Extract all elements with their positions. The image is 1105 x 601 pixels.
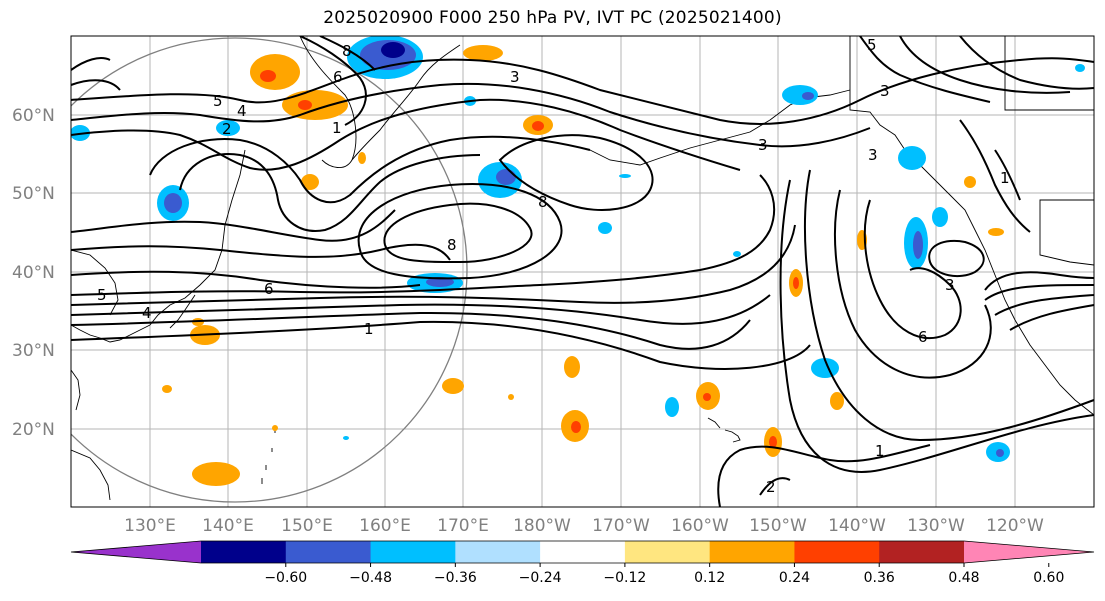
- longitude-labels: 130°E 140°E 150°E 160°E 170°E 180°W 170°…: [124, 516, 1044, 536]
- lon-label: 150°E: [281, 516, 333, 536]
- colorbar-swatch: [879, 541, 965, 563]
- contour-label: 4: [237, 102, 247, 120]
- contour-label: 5: [213, 92, 223, 110]
- range-circle: [71, 37, 468, 503]
- colorbar-tick-label: −0.60: [264, 570, 307, 586]
- lat-label: 60°N: [12, 106, 55, 126]
- contour-label: 6: [333, 68, 343, 86]
- lon-label: 140°E: [202, 516, 254, 536]
- lat-label: 50°N: [12, 184, 55, 204]
- contour-label: 1: [364, 320, 374, 338]
- contour-label: 3: [868, 146, 878, 164]
- contour-label: 1: [332, 119, 342, 137]
- colorbar-swatch: [455, 541, 541, 563]
- contour-label: 5: [97, 286, 107, 304]
- ivt-contours: [71, 36, 1094, 507]
- contour-label: 3: [945, 276, 955, 294]
- contour-label: 6: [918, 328, 928, 346]
- contour-label: 1: [1000, 169, 1010, 187]
- lon-label: 150°W: [749, 516, 807, 536]
- contour-labels: 8 6 5 4 2 1 3 8 8 6 1 3 5 3 1 3 6 3 2 5 …: [97, 36, 1010, 496]
- contour-label: 8: [538, 193, 548, 211]
- colorbar-extension-low: [71, 541, 201, 563]
- colorbar-swatch: [794, 541, 880, 563]
- lon-label: 160°W: [671, 516, 729, 536]
- colorbar-swatch: [201, 541, 287, 563]
- colorbar: −0.60 −0.48 −0.36 −0.24 −0.12 0.12 0.24 0.36 0.4…: [70, 540, 1095, 586]
- lon-label: 130°W: [907, 516, 965, 536]
- contour-label: 6: [264, 280, 274, 298]
- contour-label: 2: [766, 478, 776, 496]
- colorbar-tick-label: 0.12: [694, 570, 725, 586]
- colorbar-swatch: [285, 541, 372, 563]
- colorbar-swatch: [624, 541, 711, 563]
- colorbar-extension-high: [964, 541, 1094, 563]
- map-title: 2025020900 F000 250 hPa PV, IVT PC (2025…: [323, 8, 782, 28]
- colorbar-tick-label: −0.12: [603, 570, 646, 586]
- contour-label: 3: [510, 68, 520, 86]
- colorbar-tick-label: 0.60: [1033, 570, 1064, 586]
- colorbar-tick-label: −0.48: [349, 570, 392, 586]
- lon-label: 180°W: [513, 516, 571, 536]
- contour-label: 5: [867, 36, 877, 54]
- lat-label: 30°N: [12, 341, 55, 361]
- colorbar-swatch: [540, 541, 626, 563]
- contour-label: 1: [875, 442, 885, 460]
- lon-label: 120°W: [986, 516, 1044, 536]
- contour-label: 3: [880, 82, 890, 100]
- contour-label: 4: [142, 304, 152, 322]
- lat-label: 20°N: [12, 420, 55, 440]
- colorbar-tick-label: 0.24: [779, 570, 810, 586]
- contour-label: 3: [758, 136, 768, 154]
- colorbar-swatch: [370, 541, 456, 563]
- lon-label: 140°W: [828, 516, 886, 536]
- latitude-labels: 60°N 50°N 40°N 30°N 20°N: [12, 106, 55, 440]
- pv-anomaly-fills: [71, 36, 1085, 486]
- colorbar-tick-label: −0.24: [519, 570, 562, 586]
- colorbar-tick-label: 0.48: [948, 570, 979, 586]
- contour-label: 2: [222, 120, 232, 138]
- colorbar-tick-label: −0.36: [434, 570, 477, 586]
- lon-label: 160°E: [359, 516, 411, 536]
- contour-label: 8: [447, 236, 457, 254]
- colorbar-tick-label: 0.36: [864, 570, 895, 586]
- colorbar-outline: [70, 540, 1095, 564]
- contour-label: 8: [342, 42, 352, 60]
- lon-label: 170°E: [437, 516, 489, 536]
- map-frame: [70, 35, 1095, 508]
- lon-label: 170°W: [592, 516, 650, 536]
- lon-label: 130°E: [124, 516, 176, 536]
- lat-label: 40°N: [12, 263, 55, 283]
- colorbar-swatch: [709, 541, 795, 563]
